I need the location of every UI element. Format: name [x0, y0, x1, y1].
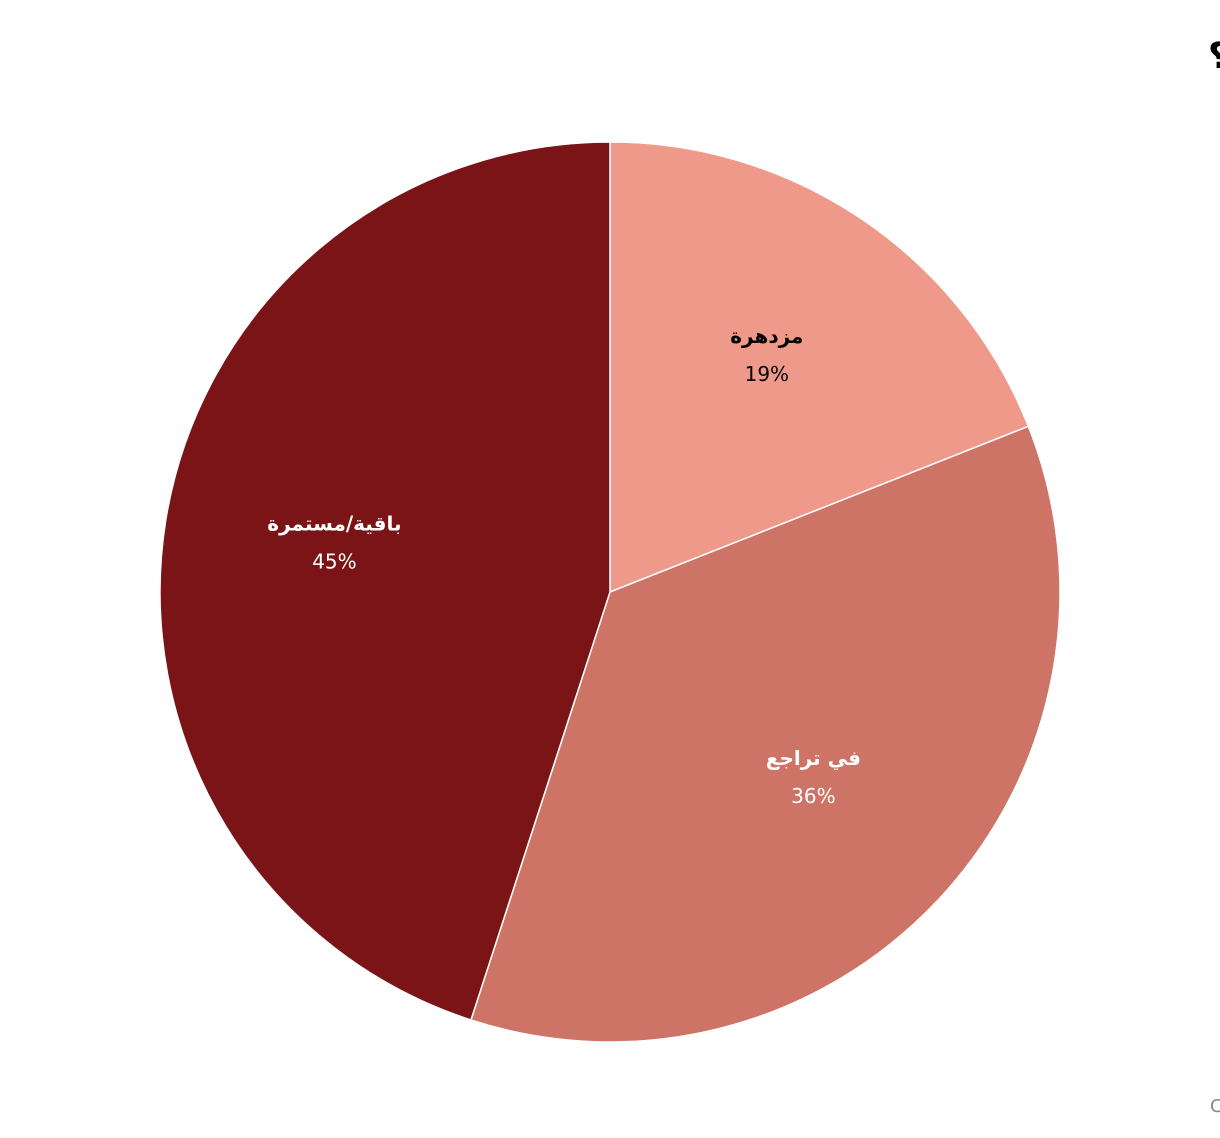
- pie: مزدهرة 19% في تراجع 36% باقية/مستمرة 45%: [159, 141, 1061, 1043]
- slice-label: مزدهرة: [730, 324, 803, 348]
- slice-label: في تراجع: [766, 746, 861, 771]
- pie-slice: [159, 141, 611, 1021]
- footer: رسم: مركز الحبتور للأبحاث • المصدر: مركز…: [1210, 1095, 1220, 1117]
- pie-slice: [609, 141, 1030, 594]
- chart-title: كيف ترى مستقبل اللغة العربية بعد عشرين ع…: [1208, 36, 1220, 77]
- slice-label: باقية/مستمرة: [267, 511, 401, 535]
- slice-value-label: 19%: [745, 362, 789, 386]
- pie-slice: [469, 425, 1061, 1043]
- slice-value-label: 36%: [791, 784, 835, 808]
- slice-value-label: 45%: [312, 549, 356, 573]
